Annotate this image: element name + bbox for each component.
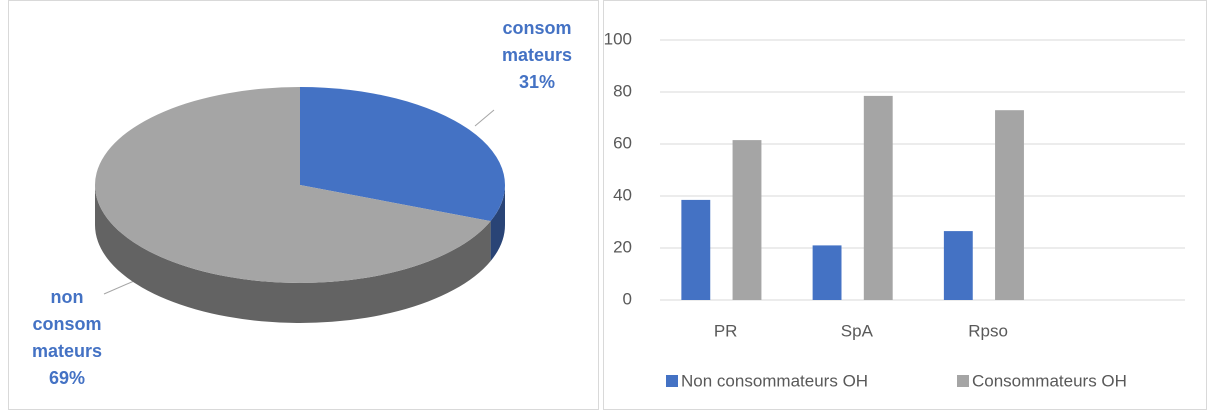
x-tick-label: PR — [714, 321, 738, 340]
y-tick-label: 80 — [613, 81, 632, 100]
bar — [732, 140, 762, 300]
legend-label: Non consommateurs OH — [681, 371, 868, 390]
bar — [812, 245, 842, 300]
bar — [995, 110, 1024, 300]
pie-label: consom mateurs 31% — [487, 15, 587, 96]
pie-category: consom mateurs — [501, 18, 573, 65]
y-tick-label: 20 — [613, 237, 632, 256]
leader-line — [103, 280, 135, 295]
leader-line — [474, 109, 495, 127]
y-tick-label: 0 — [623, 289, 632, 308]
pie-side — [95, 185, 491, 323]
y-tick-label: 40 — [613, 185, 632, 204]
pie-value: 69% — [48, 368, 86, 388]
pie-side — [490, 185, 505, 262]
legend-swatch — [666, 375, 678, 387]
y-tick-label: 60 — [613, 133, 632, 152]
pie-slice — [94, 87, 491, 283]
legend-label: Consommateurs OH — [972, 371, 1127, 390]
x-tick-label: Rpso — [968, 321, 1008, 340]
y-tick-label: 100 — [604, 29, 632, 48]
pie-panel — [8, 0, 599, 410]
pie-slice — [300, 87, 506, 222]
bar-panel — [603, 0, 1207, 410]
bar — [943, 231, 973, 300]
pie-category: non consom mateurs — [31, 287, 103, 361]
pie-label: non consom mateurs 69% — [27, 284, 107, 392]
bar — [681, 199, 711, 300]
bar — [863, 95, 893, 301]
legend-swatch — [957, 375, 969, 387]
x-tick-label: SpA — [841, 321, 874, 340]
pie-value: 31% — [518, 72, 556, 92]
